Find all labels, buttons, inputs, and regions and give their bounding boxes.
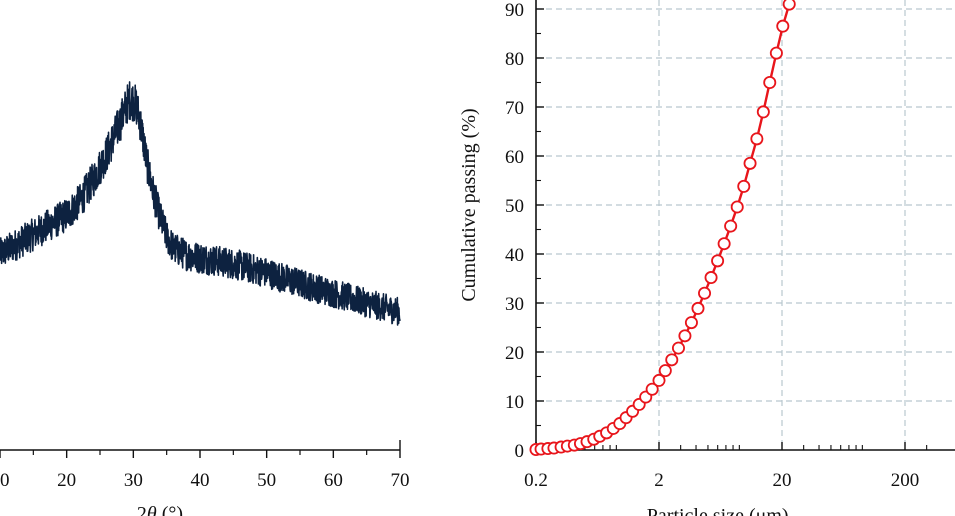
psd-x-tick-label: 2 [654, 470, 664, 491]
psd-data-point [750, 132, 764, 146]
psd-data-point [704, 271, 718, 285]
xrd-series [0, 81, 401, 326]
psd-y-tick-label: 50 [505, 196, 524, 217]
psd-x-ticks: 0.2 2 20 200 [524, 442, 928, 491]
particle-size-panel: 0.2 2 20 200 0 10 20 30 40 50 60 70 80 90 Particle s… [458, 0, 955, 516]
psd-data-point [717, 237, 731, 251]
psd-data-point [698, 286, 712, 300]
psd-y-tick-label: 90 [505, 0, 524, 21]
xrd-x-tick-label: 70 [391, 470, 410, 491]
psd-data-point [691, 301, 705, 315]
psd-y-tick-label: 70 [505, 98, 524, 119]
psd-x-axis-title: Particle size (μm) [647, 505, 789, 516]
psd-data-point [658, 364, 672, 378]
xrd-x-axis-title-prefix: 2 [137, 503, 147, 516]
psd-data-point [730, 200, 744, 214]
psd-data-point [743, 156, 757, 170]
psd-data-point [763, 76, 777, 90]
psd-x-tick-label: 200 [891, 470, 920, 491]
psd-x-tick-label: 20 [773, 470, 792, 491]
psd-y-tick-label: 30 [505, 294, 524, 315]
psd-x-tick-label: 0.2 [524, 470, 548, 491]
xrd-x-axis-title-symbol: θ [147, 503, 157, 516]
psd-data-point [756, 105, 770, 119]
psd-data-point [665, 353, 679, 367]
psd-y-tick-label: 20 [505, 343, 524, 364]
xrd-x-axis-title: 2θ (°) [137, 503, 183, 516]
psd-data-point [671, 341, 685, 355]
psd-data-point [645, 382, 659, 396]
psd-series [529, 0, 796, 457]
psd-gridlines [536, 0, 955, 450]
xrd-x-tick-label: 60 [324, 470, 343, 491]
xrd-x-tick-label: 20 [57, 470, 76, 491]
psd-data-point [711, 254, 725, 268]
psd-y-tick-label: 80 [505, 49, 524, 70]
psd-y-tick-label: 40 [505, 245, 524, 266]
xrd-x-tick-label: 30 [124, 470, 143, 491]
psd-data-point [782, 0, 796, 11]
psd-y-tick-label: 60 [505, 147, 524, 168]
xrd-x-axis-title-unit: (°) [157, 503, 183, 516]
psd-data-point [776, 19, 790, 33]
xrd-x-tick-label: 10 [0, 470, 10, 491]
psd-curve-line [535, 0, 792, 451]
psd-y-axis-title: Cumulative passing (%) [458, 108, 480, 301]
xrd-axes [0, 440, 401, 451]
psd-data-point [737, 179, 751, 193]
xrd-pattern-line [0, 81, 401, 326]
psd-data-point [684, 316, 698, 330]
xrd-x-tick-label: 50 [257, 470, 276, 491]
psd-y-ticks: 0 10 20 30 40 50 60 70 80 90 [505, 0, 544, 462]
xrd-pattern-panel: 10 20 30 40 50 60 70 2θ (°) [0, 81, 410, 516]
xrd-x-ticks: 10 20 30 40 50 60 70 [0, 450, 410, 491]
psd-axes [535, 0, 955, 451]
psd-y-tick-label: 0 [515, 441, 525, 462]
psd-data-point [769, 46, 783, 60]
psd-data-point [724, 219, 738, 233]
xrd-x-tick-label: 40 [191, 470, 210, 491]
psd-data-point [678, 329, 692, 343]
psd-y-tick-label: 10 [505, 392, 524, 413]
psd-data-point [652, 373, 666, 387]
